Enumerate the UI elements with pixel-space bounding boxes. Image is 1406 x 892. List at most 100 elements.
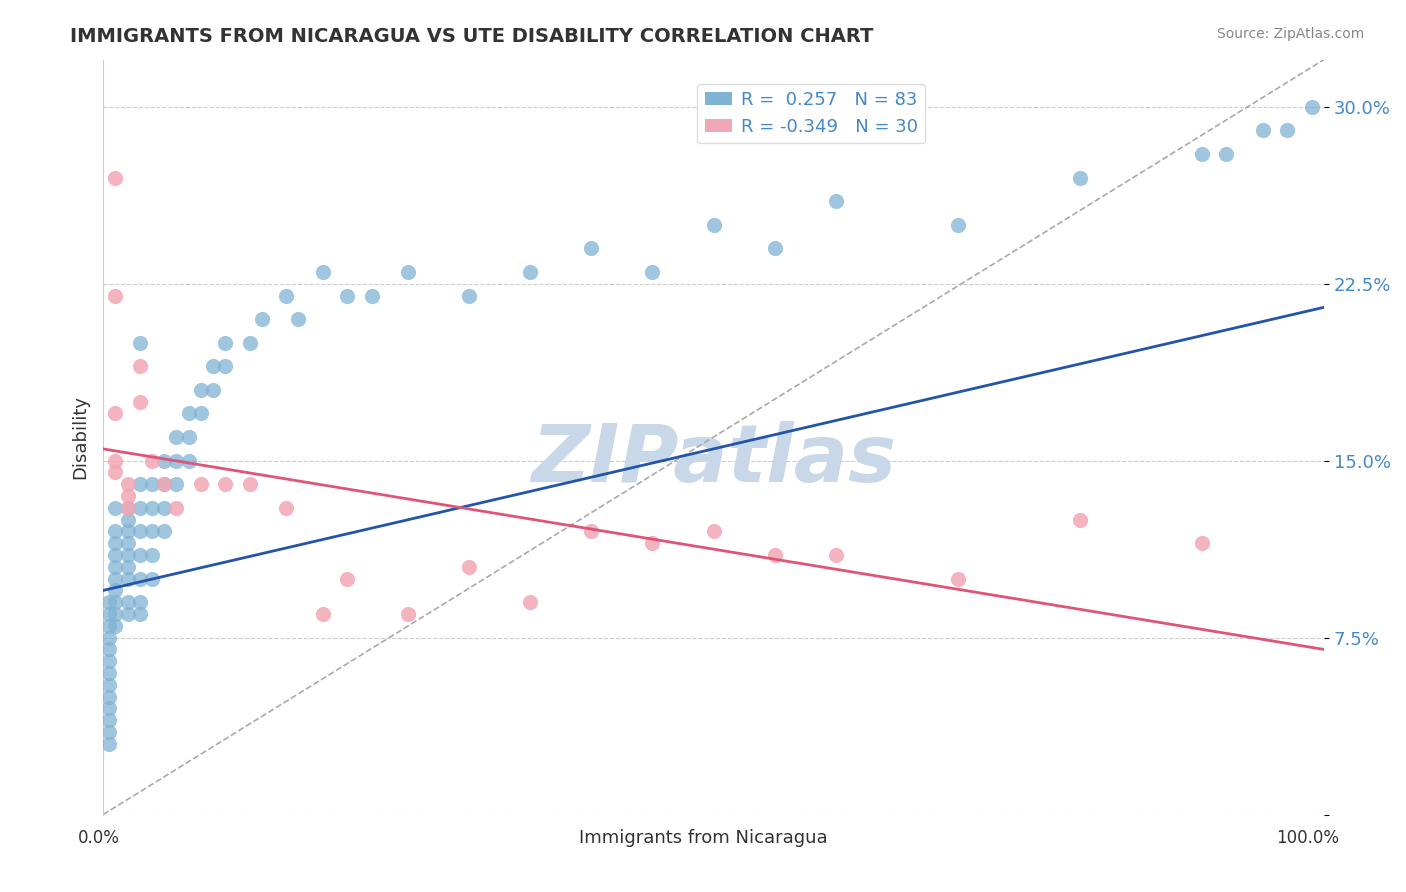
Point bbox=[276, 500, 298, 515]
Point bbox=[104, 619, 127, 633]
Point bbox=[117, 536, 139, 550]
Point bbox=[141, 572, 163, 586]
Text: ZIPatlas: ZIPatlas bbox=[531, 421, 896, 499]
Point bbox=[98, 665, 121, 680]
Point bbox=[1191, 536, 1213, 550]
Point bbox=[177, 453, 200, 467]
Point bbox=[98, 725, 121, 739]
Point bbox=[1301, 100, 1323, 114]
Legend: R =  0.257   N = 83, R = -0.349   N = 30: R = 0.257 N = 83, R = -0.349 N = 30 bbox=[697, 84, 925, 144]
Point bbox=[824, 194, 846, 209]
Point bbox=[141, 477, 163, 491]
Point bbox=[190, 383, 212, 397]
Point bbox=[98, 701, 121, 715]
Point bbox=[177, 430, 200, 444]
Point bbox=[1069, 513, 1091, 527]
Point bbox=[824, 548, 846, 562]
Point bbox=[98, 678, 121, 692]
Text: 100.0%: 100.0% bbox=[1277, 829, 1339, 847]
Point bbox=[1251, 123, 1274, 137]
Point bbox=[396, 607, 419, 621]
Y-axis label: Disability: Disability bbox=[72, 395, 89, 479]
Point bbox=[214, 477, 236, 491]
Point bbox=[98, 595, 121, 609]
Point bbox=[128, 607, 150, 621]
Point bbox=[153, 477, 176, 491]
Text: IMMIGRANTS FROM NICARAGUA VS UTE DISABILITY CORRELATION CHART: IMMIGRANTS FROM NICARAGUA VS UTE DISABIL… bbox=[70, 27, 873, 45]
Point bbox=[104, 500, 127, 515]
Point bbox=[104, 524, 127, 539]
Point bbox=[177, 407, 200, 421]
Point bbox=[128, 335, 150, 350]
Point bbox=[153, 453, 176, 467]
Point bbox=[165, 430, 187, 444]
Point bbox=[201, 383, 224, 397]
Point bbox=[98, 619, 121, 633]
Point bbox=[946, 218, 969, 232]
Point bbox=[117, 548, 139, 562]
Point bbox=[117, 513, 139, 527]
Point bbox=[104, 466, 127, 480]
Point bbox=[1277, 123, 1299, 137]
Point bbox=[117, 559, 139, 574]
Point bbox=[239, 477, 262, 491]
Point bbox=[98, 713, 121, 727]
Point bbox=[117, 500, 139, 515]
Point bbox=[312, 607, 335, 621]
Point bbox=[153, 524, 176, 539]
Point bbox=[190, 477, 212, 491]
Point bbox=[458, 559, 481, 574]
Point bbox=[763, 548, 786, 562]
Point bbox=[336, 572, 359, 586]
Point bbox=[117, 607, 139, 621]
Point bbox=[104, 407, 127, 421]
Point bbox=[396, 265, 419, 279]
Point bbox=[128, 500, 150, 515]
Point bbox=[104, 559, 127, 574]
Point bbox=[98, 607, 121, 621]
Point bbox=[581, 241, 603, 255]
Point bbox=[117, 595, 139, 609]
Point bbox=[104, 607, 127, 621]
Point bbox=[190, 407, 212, 421]
Point bbox=[239, 335, 262, 350]
Point bbox=[1215, 147, 1237, 161]
Point bbox=[117, 477, 139, 491]
Point bbox=[141, 500, 163, 515]
Point bbox=[336, 288, 359, 302]
Point bbox=[98, 642, 121, 657]
Point bbox=[702, 218, 724, 232]
Point bbox=[128, 548, 150, 562]
Point bbox=[276, 288, 298, 302]
Point bbox=[946, 572, 969, 586]
Point bbox=[104, 536, 127, 550]
Point bbox=[117, 489, 139, 503]
Point bbox=[141, 548, 163, 562]
Point bbox=[128, 524, 150, 539]
Point bbox=[104, 453, 127, 467]
Point bbox=[153, 477, 176, 491]
Point bbox=[458, 288, 481, 302]
Point bbox=[519, 265, 541, 279]
Point bbox=[104, 583, 127, 598]
Point bbox=[104, 595, 127, 609]
Point bbox=[104, 548, 127, 562]
Point bbox=[165, 453, 187, 467]
Point bbox=[98, 654, 121, 668]
Text: Source: ZipAtlas.com: Source: ZipAtlas.com bbox=[1216, 27, 1364, 41]
Point bbox=[250, 312, 273, 326]
Point bbox=[128, 572, 150, 586]
Point bbox=[128, 394, 150, 409]
Point bbox=[165, 500, 187, 515]
Point bbox=[98, 690, 121, 704]
Point bbox=[141, 524, 163, 539]
Point bbox=[128, 359, 150, 374]
Point bbox=[141, 453, 163, 467]
Point bbox=[128, 477, 150, 491]
Point bbox=[312, 265, 335, 279]
Point bbox=[641, 265, 664, 279]
Point bbox=[201, 359, 224, 374]
Point bbox=[117, 500, 139, 515]
Text: Immigrants from Nicaragua: Immigrants from Nicaragua bbox=[579, 829, 827, 847]
Point bbox=[165, 477, 187, 491]
